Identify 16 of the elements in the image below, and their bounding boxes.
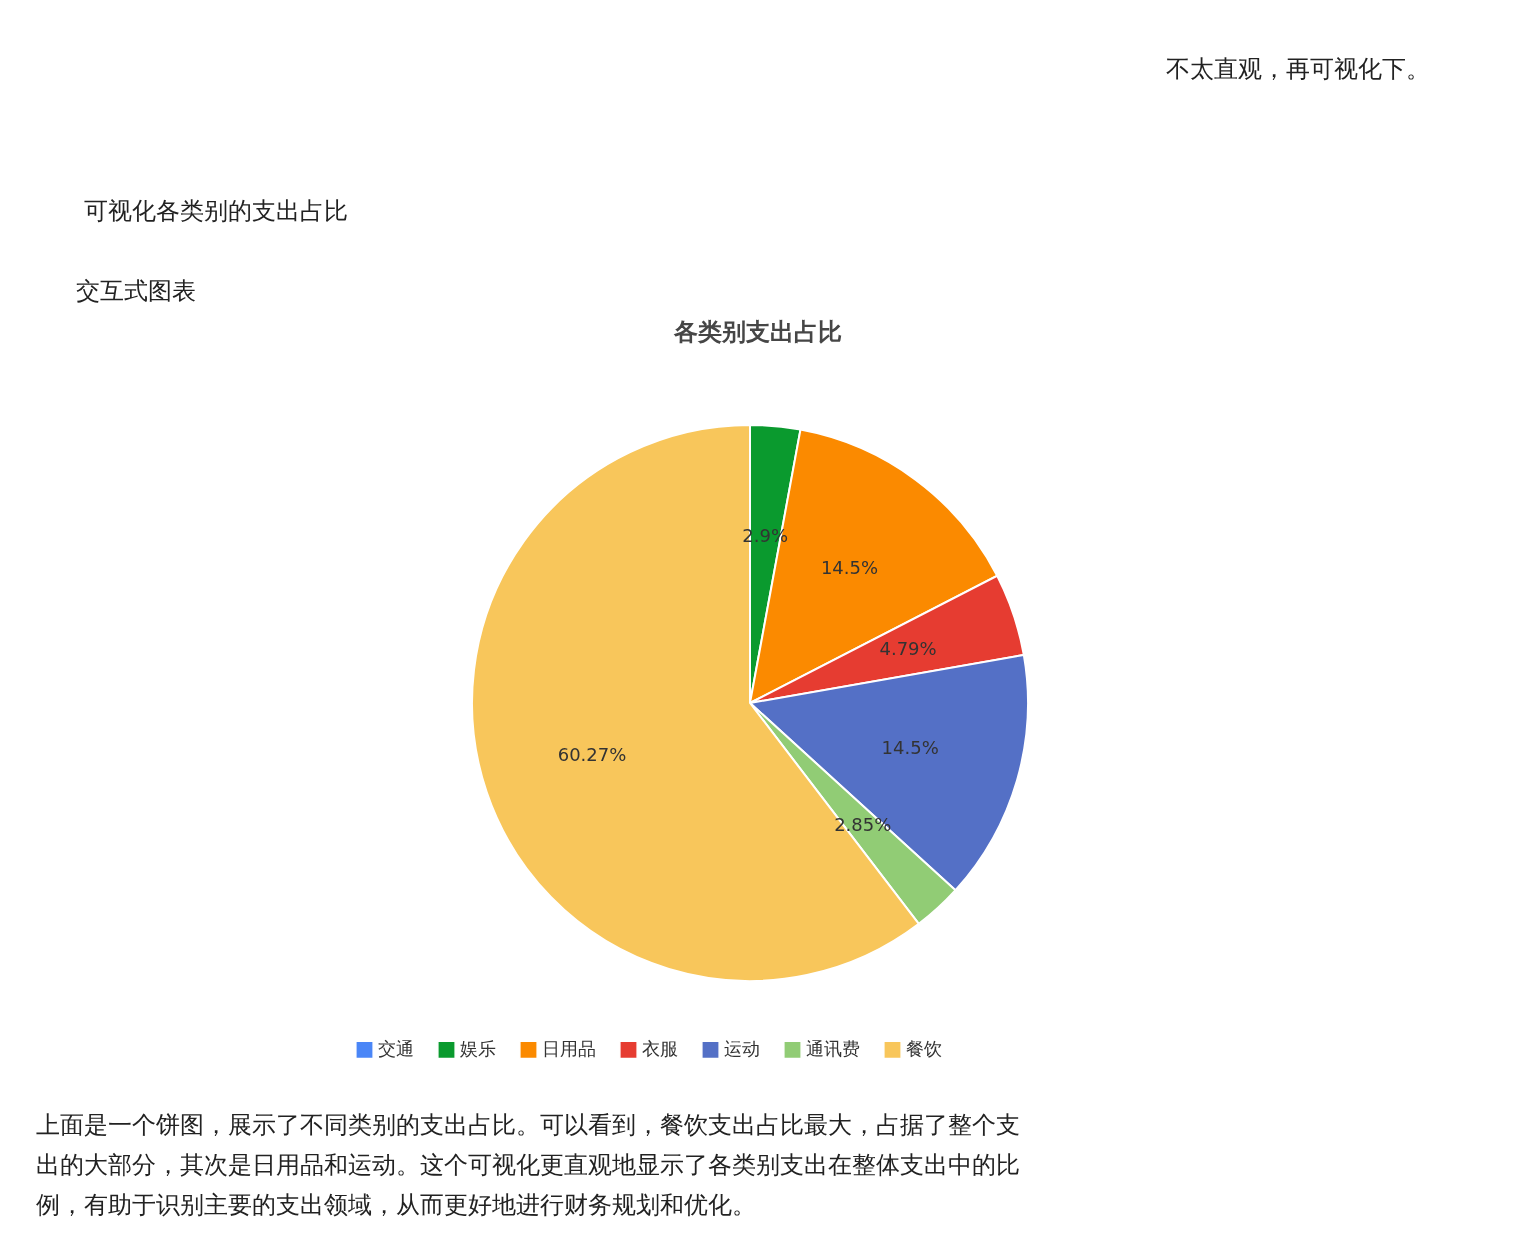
legend-label: 餐饮 [906, 1037, 942, 1059]
legend-label: 娱乐 [460, 1037, 496, 1059]
legend-label: 运动 [724, 1037, 760, 1059]
text: 不太直观，再可视化下。 [1166, 55, 1430, 83]
text: 交互式图表 [76, 277, 196, 305]
text: 可视化各类别的支出占比 [84, 197, 348, 225]
chart-title: 各类别支出占比 [673, 318, 842, 346]
data-label: 60.27% [557, 744, 627, 766]
data-label: 4.79% [879, 637, 937, 659]
legend-label: 衣服 [642, 1037, 678, 1059]
data-label: 14.5% [881, 737, 939, 759]
data-label: 14.5% [820, 557, 879, 579]
legend-label: 通讯费 [806, 1037, 860, 1059]
text: 上面是一个饼图，展示了不同类别的支出占比。可以看到，餐饮支出占比最大，占据了整个支出的大部分，其次是日用品和运动。这个可视化更直观地显示了各类别支出在整体支出中的比例，有助于识别主要的支出领域，从而更好地进行财务规划和优化。 [36, 1111, 1020, 1219]
legend-label: 交通 [378, 1037, 414, 1059]
legend-label: 日用品 [542, 1037, 596, 1059]
